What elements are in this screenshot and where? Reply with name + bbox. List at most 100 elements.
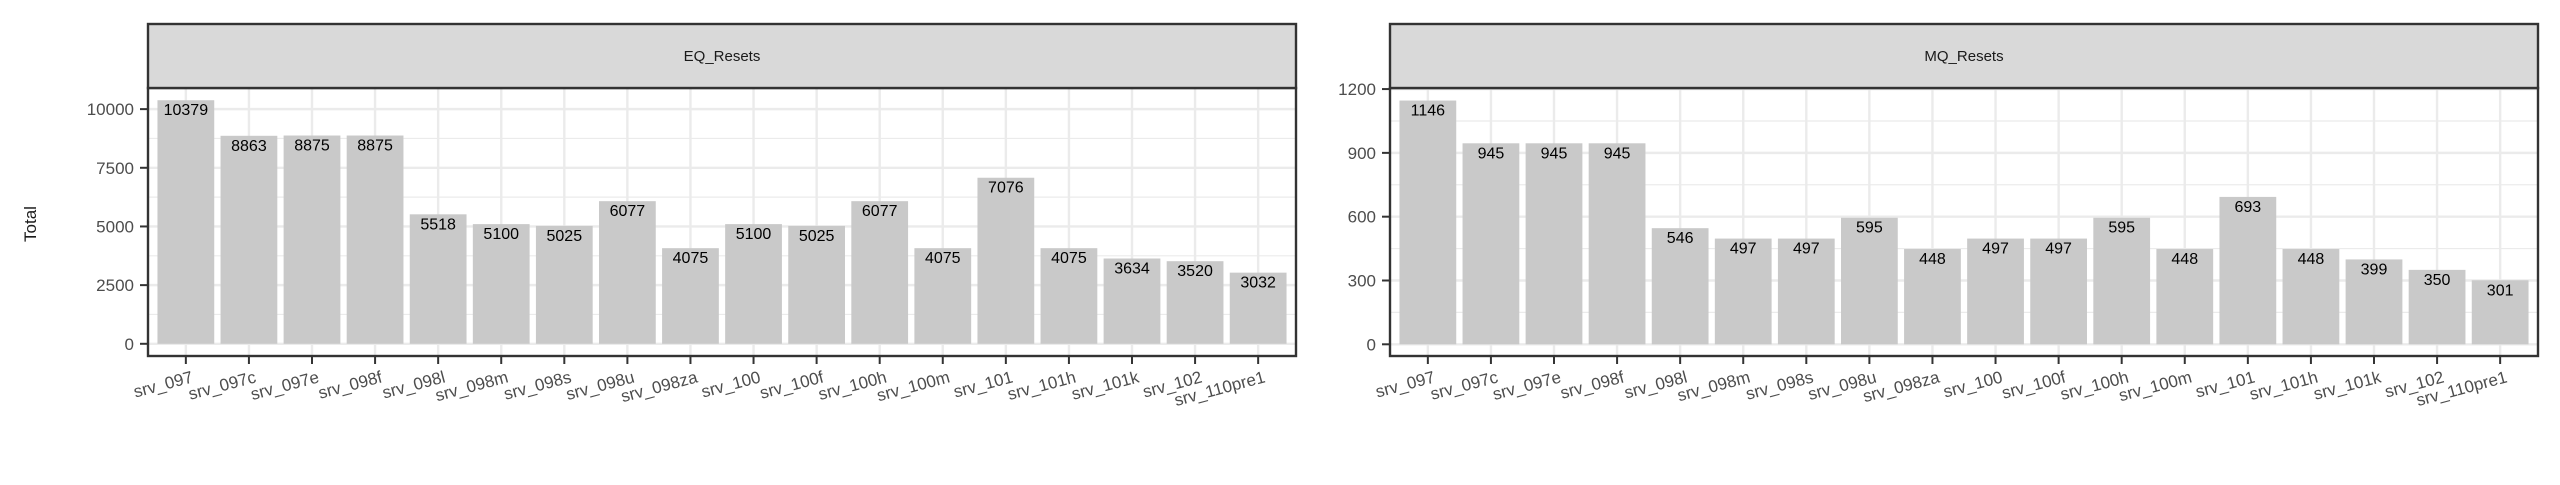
x-tick-label: srv_100 bbox=[1941, 368, 2004, 402]
bar-srv_098m bbox=[472, 224, 530, 344]
y-axis-title: Total bbox=[21, 206, 40, 242]
facet-strip bbox=[146, 22, 1298, 90]
facet-panel-1: 1146 945 945 945 546 497 497 595 448 497 497 595 448… bbox=[1338, 22, 2540, 410]
bar-srv_100m bbox=[914, 248, 972, 344]
data-label: 5025 bbox=[799, 228, 835, 245]
y-tick-label: 900 bbox=[1348, 144, 1376, 163]
data-label: 399 bbox=[2361, 261, 2388, 278]
data-label: 448 bbox=[2171, 251, 2198, 268]
y-tick-label: 7500 bbox=[96, 159, 134, 178]
x-tick-label: srv_101 bbox=[952, 368, 1015, 402]
bar-srv_097c bbox=[220, 135, 278, 344]
x-tick-label: srv_097 bbox=[132, 368, 195, 402]
bar-srv_101h bbox=[2282, 249, 2340, 345]
bar-srv_100m bbox=[2156, 249, 2214, 345]
data-label: 497 bbox=[1793, 241, 1820, 258]
bar-srv_098l bbox=[1651, 228, 1709, 345]
bar-srv_100f bbox=[2030, 238, 2087, 345]
data-label: 595 bbox=[1856, 220, 1883, 237]
y-tick-label: 300 bbox=[1348, 271, 1376, 290]
x-tick-label: srv_101h bbox=[1005, 368, 1077, 404]
x-tick-label: srv_101k bbox=[2311, 367, 2383, 403]
x-tick-label: srv_101h bbox=[2247, 368, 2319, 404]
y-tick-label: 10000 bbox=[87, 100, 134, 119]
facet-title: EQ_Resets bbox=[684, 48, 761, 65]
x-tick-label: srv_097 bbox=[1374, 368, 1437, 402]
data-label: 945 bbox=[1478, 145, 1505, 162]
bar-srv_098f bbox=[1588, 143, 1646, 345]
bar-srv_101k bbox=[1103, 258, 1161, 344]
bar-srv_097e bbox=[283, 135, 341, 344]
bar-srv_098f bbox=[346, 135, 404, 344]
y-tick-label: 0 bbox=[125, 335, 134, 354]
x-tick-label: srv_100m bbox=[2117, 368, 2194, 406]
x-tick-label: srv_101k bbox=[1069, 367, 1141, 403]
x-tick-label: srv_097e bbox=[249, 368, 321, 404]
bar-srv_098m bbox=[1714, 238, 1772, 345]
x-tick-label: srv_098m bbox=[1675, 368, 1752, 406]
data-label: 5100 bbox=[483, 226, 519, 243]
bar-srv_098s bbox=[1777, 238, 1835, 345]
bar-srv_101 bbox=[977, 177, 1035, 344]
bar-srv_101 bbox=[2219, 196, 2277, 345]
y-tick-label: 0 bbox=[1367, 335, 1376, 354]
y-tick-label: 1200 bbox=[1338, 80, 1376, 99]
bar-srv_101h bbox=[1040, 248, 1098, 344]
bar-srv_097 bbox=[1399, 100, 1457, 345]
data-label: 945 bbox=[1604, 145, 1631, 162]
data-label: 693 bbox=[2234, 199, 2261, 216]
data-label: 6077 bbox=[862, 203, 898, 220]
data-label: 8875 bbox=[357, 138, 393, 155]
bar-srv_098s bbox=[535, 225, 593, 344]
bar-srv_102 bbox=[1166, 261, 1224, 344]
x-tick-label: srv_100m bbox=[875, 368, 952, 406]
data-label: 497 bbox=[1730, 241, 1757, 258]
data-label: 8863 bbox=[231, 138, 267, 155]
data-label: 945 bbox=[1541, 145, 1568, 162]
data-label: 5518 bbox=[420, 216, 456, 233]
bar-srv_097e bbox=[1525, 143, 1583, 345]
data-label: 3634 bbox=[1114, 261, 1150, 278]
data-label: 350 bbox=[2424, 272, 2451, 289]
y-tick-label: 2500 bbox=[96, 276, 134, 295]
data-label: 546 bbox=[1667, 230, 1694, 247]
bar-srv_097 bbox=[157, 100, 215, 344]
x-tick-label: srv_100 bbox=[699, 368, 762, 402]
data-label: 7076 bbox=[988, 180, 1024, 197]
bar-srv_100h bbox=[851, 201, 909, 344]
data-label: 448 bbox=[2298, 251, 2325, 268]
bar-srv_100h bbox=[2093, 217, 2151, 345]
x-tick-label: srv_101 bbox=[2194, 368, 2257, 402]
bar-srv_100 bbox=[725, 224, 782, 344]
bar-srv_101k bbox=[2345, 259, 2403, 345]
data-label: 3520 bbox=[1177, 263, 1213, 280]
data-label: 6077 bbox=[610, 203, 646, 220]
data-label: 595 bbox=[2108, 220, 2135, 237]
x-tick-label: srv_098f bbox=[1558, 367, 1626, 402]
bar-srv_110pre1 bbox=[1229, 272, 1287, 344]
x-tick-label: srv_097e bbox=[1491, 368, 1563, 404]
x-tick-label: srv_098s bbox=[502, 368, 574, 404]
data-label: 4075 bbox=[1051, 250, 1087, 267]
data-label: 8875 bbox=[294, 138, 330, 155]
bar-srv_098u bbox=[599, 201, 656, 344]
x-tick-label: srv_098f bbox=[316, 367, 384, 402]
bar-srv_100 bbox=[1967, 238, 2024, 345]
bar-srv_102 bbox=[2408, 269, 2466, 345]
data-label: 448 bbox=[1919, 251, 1946, 268]
data-label: 5025 bbox=[547, 228, 583, 245]
data-label: 1146 bbox=[1411, 103, 1446, 120]
data-label: 4075 bbox=[673, 250, 709, 267]
data-label: 3032 bbox=[1240, 275, 1276, 292]
x-tick-label: srv_098m bbox=[433, 368, 510, 406]
facet-title: MQ_Resets bbox=[1924, 48, 2003, 65]
facet-strip bbox=[1388, 22, 2540, 90]
bar-srv_098za bbox=[1904, 249, 1961, 345]
x-tick-label: srv_098s bbox=[1744, 368, 1816, 404]
bar-srv_098za bbox=[662, 248, 719, 344]
data-label: 497 bbox=[1982, 241, 2009, 258]
data-label: 10379 bbox=[164, 102, 209, 119]
y-tick-label: 600 bbox=[1348, 208, 1376, 227]
bar-srv_110pre1 bbox=[2471, 280, 2529, 345]
